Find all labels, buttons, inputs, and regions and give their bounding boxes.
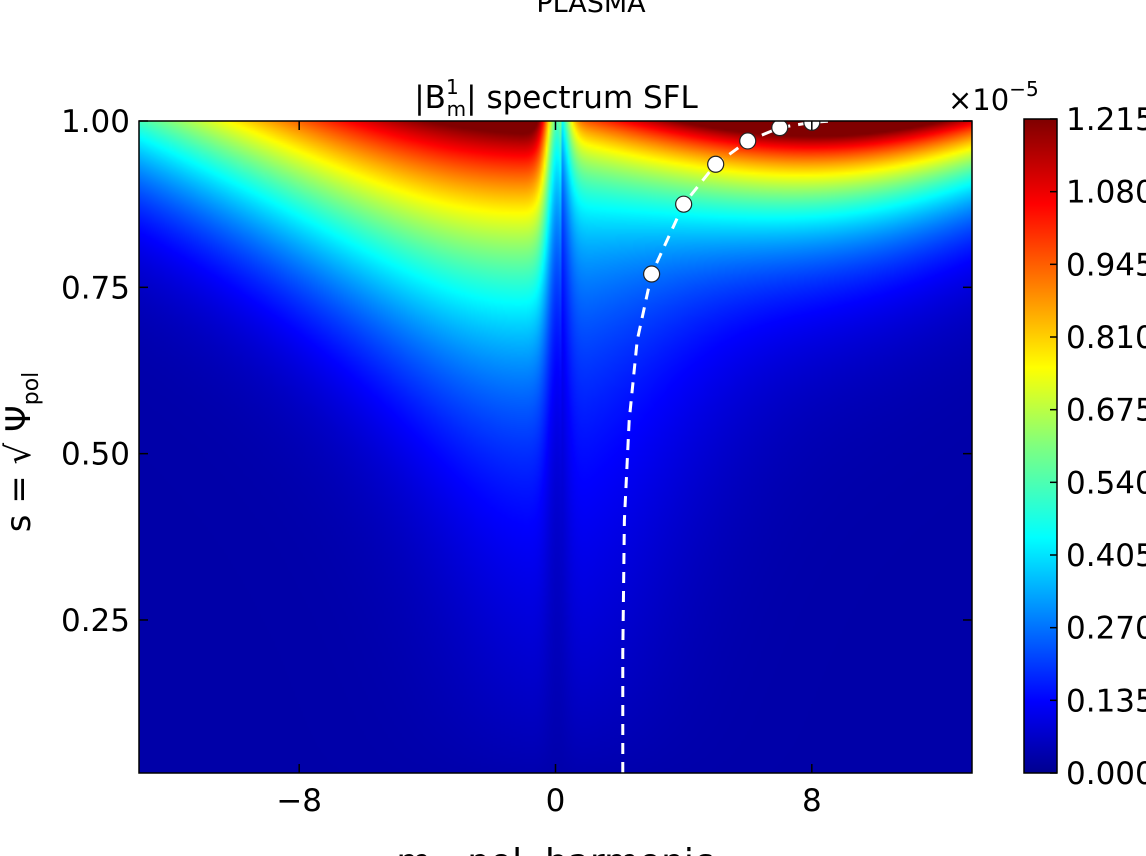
x-axis: −8 0 8	[276, 121, 822, 819]
colorbar-tick-label: 0.945	[1066, 247, 1146, 283]
x-tick-label: 0	[546, 783, 566, 819]
resonant-surface-marker	[675, 195, 693, 213]
resonance-overlay	[621, 121, 832, 773]
colorbar-multiplier: ×10−5	[948, 77, 1039, 117]
colorbar-tick-label: 0.270	[1066, 611, 1146, 647]
x-tick-label: 8	[802, 783, 822, 819]
colorbar-tick-label: 0.000	[1066, 756, 1146, 792]
resonant-surface-marker	[739, 132, 757, 150]
resonant-surface-marker	[771, 121, 789, 137]
colorbar-tick-label: 0.540	[1066, 465, 1146, 501]
y-axis-label: s = √ Ψpol	[0, 372, 44, 533]
colorbar-tick-label: 0.405	[1066, 538, 1146, 574]
colorbar-multiplier-exponent: −5	[1009, 77, 1038, 101]
colorbar-tick-label: 0.675	[1066, 393, 1146, 429]
resonant-surface-marker	[707, 155, 725, 173]
plot-title-main: |B	[414, 80, 446, 116]
plot-title-superscript: 1	[446, 75, 459, 99]
colorbar	[1023, 118, 1058, 774]
colorbar-multiplier-base: ×10	[948, 83, 1009, 117]
y-tick-label: 1.00	[61, 104, 130, 140]
y-tick-label: 0.25	[61, 603, 130, 639]
x-tick-label: −8	[276, 783, 322, 819]
plot-title-rest: | spectrum SFL	[466, 80, 698, 116]
colorbar-tick-label: 1.215	[1066, 102, 1146, 138]
colorbar-tick-label: 1.080	[1066, 175, 1146, 211]
y-axis-label-main: s = √ Ψ	[0, 405, 39, 532]
figure-suptitle: PLASMA	[536, 0, 646, 19]
colorbar-tick-label: 0.810	[1066, 320, 1146, 356]
y-tick-label: 0.75	[61, 270, 130, 306]
colorbar-ticks: 1.215 1.080 0.945 0.810 0.675 0.540 0.405 0.270…	[1050, 102, 1146, 792]
y-axis: 1.00 0.75 0.50 0.25	[61, 104, 972, 639]
colorbar-tick-label: 0.135	[1066, 683, 1146, 719]
y-axis-label-subscript: pol	[19, 372, 44, 406]
x-axis-label: m - pol. harmonic	[396, 842, 713, 856]
heatmap-image	[139, 121, 972, 773]
plot-title-subscript: m	[447, 97, 466, 121]
y-tick-label: 0.50	[61, 437, 130, 473]
plot-title: |B1 m| spectrum SFL	[414, 75, 698, 121]
resonant-surface-marker	[643, 265, 661, 283]
